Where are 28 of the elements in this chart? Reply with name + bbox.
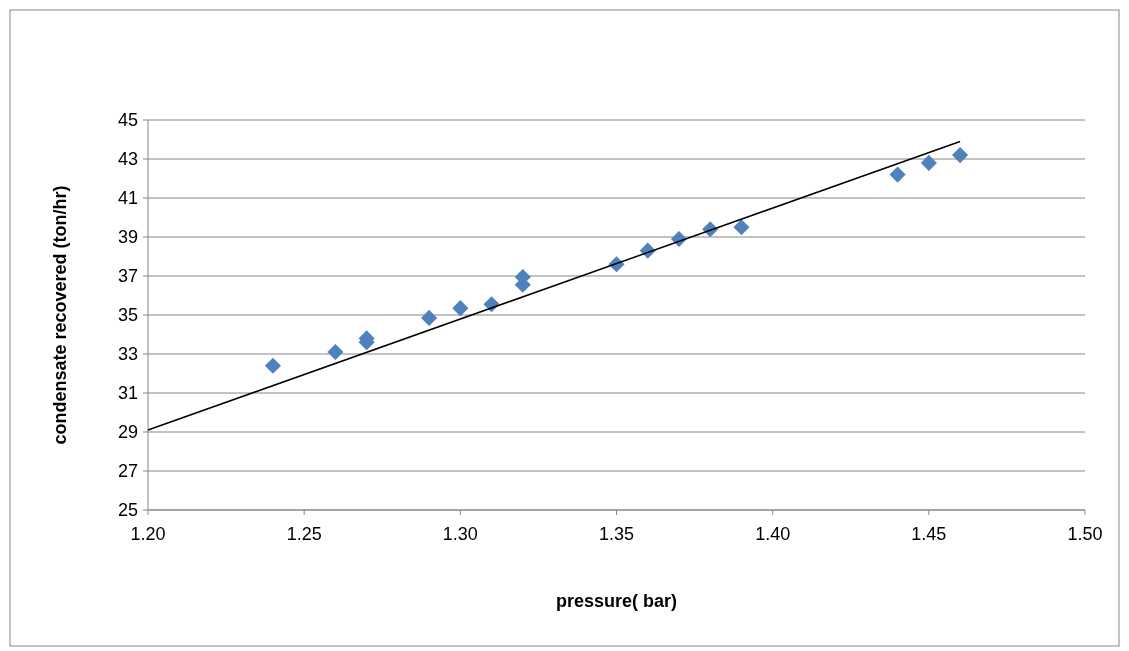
point: [952, 147, 969, 164]
x-tick-label: 1.35: [598, 524, 635, 544]
point: [421, 309, 438, 326]
y-tick-label: 37: [117, 266, 138, 287]
x-tick-label: 1.45: [911, 524, 947, 544]
point: [920, 154, 937, 171]
y-axis-title: condensate recovered (ton/hr): [50, 185, 70, 445]
y-tick-label: 27: [117, 461, 138, 482]
x-tick-label: 1.25: [286, 524, 322, 544]
x-axis-title: pressure( bar): [555, 591, 678, 611]
y-tick-label: 25: [117, 500, 138, 521]
y-tick-label: 29: [117, 422, 138, 443]
x-tick-label: 1.40: [755, 524, 791, 544]
point: [733, 219, 750, 236]
y-tick-label: 43: [117, 149, 138, 170]
y-tick-label: 31: [117, 383, 138, 404]
x-tick-label: 1.30: [442, 524, 478, 544]
point: [327, 343, 344, 361]
point: [452, 300, 469, 317]
point: [889, 166, 906, 183]
y-tick-label: 41: [117, 188, 138, 209]
x-tick-label: 1.50: [1067, 524, 1103, 544]
y-tick-label: 35: [117, 305, 138, 326]
y-tick-label: 39: [117, 227, 138, 248]
y-tick-label: 33: [117, 344, 138, 365]
y-tick-label: 45: [117, 110, 138, 131]
point: [264, 357, 281, 374]
x-tick-label: 1.20: [130, 524, 166, 544]
